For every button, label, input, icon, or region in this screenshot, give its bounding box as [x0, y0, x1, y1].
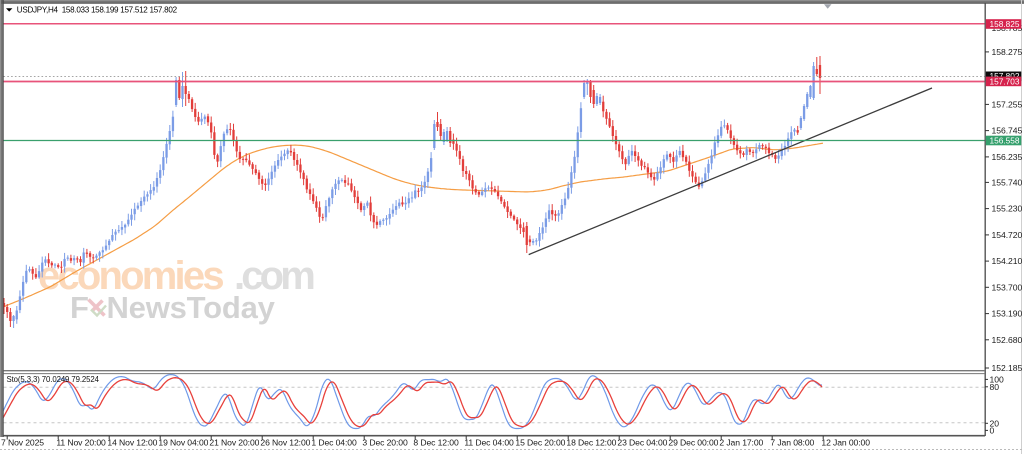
svg-text:21 Nov 20:00: 21 Nov 20:00 [209, 438, 259, 448]
svg-text:8 Dec 12:00: 8 Dec 12:00 [413, 438, 459, 448]
svg-text:11 Dec 04:00: 11 Dec 04:00 [464, 438, 514, 448]
svg-text:26 Nov 12:00: 26 Nov 12:00 [260, 438, 310, 448]
svg-text:152.680: 152.680 [992, 335, 1023, 345]
svg-text:23 Dec 04:00: 23 Dec 04:00 [617, 438, 667, 448]
svg-text:NewsToday: NewsToday [107, 290, 276, 325]
svg-text:20: 20 [990, 418, 1000, 428]
svg-text:155.740: 155.740 [992, 178, 1023, 188]
svg-text:152.185: 152.185 [992, 363, 1023, 373]
svg-text:154.720: 154.720 [992, 230, 1023, 240]
svg-text:19 Nov 04:00: 19 Nov 04:00 [158, 438, 208, 448]
svg-text:3 Dec 20:00: 3 Dec 20:00 [362, 438, 408, 448]
svg-text:156.235: 156.235 [992, 152, 1023, 162]
svg-text:Sto(5,3,3) 70.0249 79.2524: Sto(5,3,3) 70.0249 79.2524 [7, 375, 100, 384]
svg-text:12 Jan 00:00: 12 Jan 00:00 [821, 438, 870, 448]
svg-text:0: 0 [990, 426, 995, 436]
svg-text:157.802: 157.802 [990, 71, 1020, 81]
svg-text:158.825: 158.825 [990, 19, 1020, 29]
svg-text:.com: .com [234, 254, 314, 298]
svg-text:18 Dec 12:00: 18 Dec 12:00 [566, 438, 616, 448]
svg-text:153.700: 153.700 [992, 282, 1023, 292]
svg-text:USDJPY,H4 158.033 158.199 157: USDJPY,H4 158.033 158.199 157.512 157.80… [17, 6, 178, 15]
svg-text:2 Jan 17:00: 2 Jan 17:00 [719, 438, 763, 448]
svg-text:80: 80 [990, 382, 1000, 392]
svg-text:157.255: 157.255 [992, 100, 1023, 110]
svg-text:14 Nov 12:00: 14 Nov 12:00 [107, 438, 157, 448]
svg-text:7 Jan 08:00: 7 Jan 08:00 [770, 438, 814, 448]
svg-text:F: F [70, 290, 89, 325]
svg-text:155.230: 155.230 [992, 204, 1023, 214]
svg-text:100: 100 [990, 375, 1004, 385]
svg-text:158.275: 158.275 [992, 47, 1023, 57]
svg-text:15 Dec 20:00: 15 Dec 20:00 [515, 438, 565, 448]
svg-text:1 Dec 04:00: 1 Dec 04:00 [311, 438, 357, 448]
svg-text:11 Nov 20:00: 11 Nov 20:00 [56, 438, 106, 448]
svg-text:7 Nov 2025: 7 Nov 2025 [1, 438, 44, 448]
svg-text:156.745: 156.745 [992, 126, 1023, 136]
svg-text:157.703: 157.703 [990, 76, 1020, 86]
svg-text:156.558: 156.558 [990, 136, 1020, 146]
svg-text:153.190: 153.190 [992, 309, 1023, 319]
svg-text:29 Dec 00:00: 29 Dec 00:00 [668, 438, 718, 448]
svg-text:154.210: 154.210 [992, 256, 1023, 266]
